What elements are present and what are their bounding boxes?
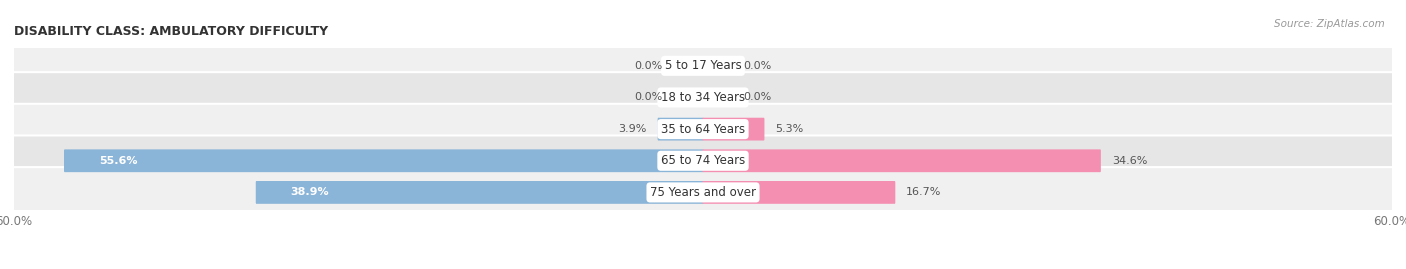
Text: 0.0%: 0.0% xyxy=(744,93,772,102)
FancyBboxPatch shape xyxy=(703,149,1101,172)
Legend: Male, Female: Male, Female xyxy=(638,266,768,269)
Text: 0.0%: 0.0% xyxy=(744,61,772,71)
FancyBboxPatch shape xyxy=(11,136,1395,186)
FancyBboxPatch shape xyxy=(11,167,1395,218)
Text: 65 to 74 Years: 65 to 74 Years xyxy=(661,154,745,167)
Text: 38.9%: 38.9% xyxy=(291,187,329,197)
FancyBboxPatch shape xyxy=(703,118,765,140)
Text: 5.3%: 5.3% xyxy=(775,124,804,134)
Text: Source: ZipAtlas.com: Source: ZipAtlas.com xyxy=(1274,19,1385,29)
FancyBboxPatch shape xyxy=(703,181,896,204)
FancyBboxPatch shape xyxy=(11,72,1395,123)
Text: 0.0%: 0.0% xyxy=(634,61,662,71)
FancyBboxPatch shape xyxy=(11,104,1395,154)
Text: 35 to 64 Years: 35 to 64 Years xyxy=(661,123,745,136)
FancyBboxPatch shape xyxy=(11,41,1395,91)
Text: 0.0%: 0.0% xyxy=(634,93,662,102)
Text: 55.6%: 55.6% xyxy=(98,156,138,166)
FancyBboxPatch shape xyxy=(256,181,703,204)
FancyBboxPatch shape xyxy=(658,118,703,140)
Text: 18 to 34 Years: 18 to 34 Years xyxy=(661,91,745,104)
Text: 3.9%: 3.9% xyxy=(619,124,647,134)
Text: 75 Years and over: 75 Years and over xyxy=(650,186,756,199)
Text: DISABILITY CLASS: AMBULATORY DIFFICULTY: DISABILITY CLASS: AMBULATORY DIFFICULTY xyxy=(14,24,328,38)
FancyBboxPatch shape xyxy=(65,149,703,172)
Text: 5 to 17 Years: 5 to 17 Years xyxy=(665,59,741,72)
Text: 16.7%: 16.7% xyxy=(907,187,942,197)
Text: 34.6%: 34.6% xyxy=(1112,156,1147,166)
